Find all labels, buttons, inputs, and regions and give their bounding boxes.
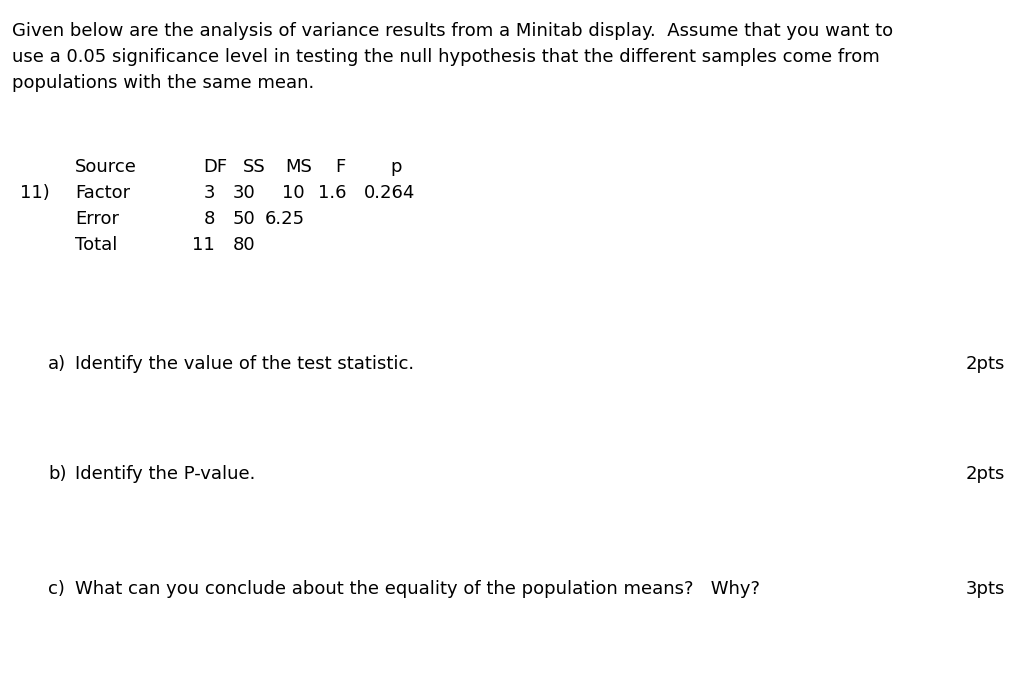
Text: 11): 11) bbox=[20, 184, 50, 202]
Text: Total: Total bbox=[75, 236, 117, 254]
Text: 6.25: 6.25 bbox=[265, 210, 305, 228]
Text: 2pts: 2pts bbox=[966, 355, 1005, 373]
Text: 50: 50 bbox=[232, 210, 254, 228]
Text: DF: DF bbox=[203, 158, 227, 176]
Text: 1.6: 1.6 bbox=[319, 184, 347, 202]
Text: What can you conclude about the equality of the population means?   Why?: What can you conclude about the equality… bbox=[75, 580, 760, 598]
Text: a): a) bbox=[48, 355, 66, 373]
Text: Given below are the analysis of variance results from a Minitab display.  Assume: Given below are the analysis of variance… bbox=[12, 22, 893, 40]
Text: 3: 3 bbox=[204, 184, 215, 202]
Text: F: F bbox=[335, 158, 345, 176]
Text: MS: MS bbox=[285, 158, 312, 176]
Text: b): b) bbox=[48, 465, 66, 483]
Text: Factor: Factor bbox=[75, 184, 130, 202]
Text: Identify the value of the test statistic.: Identify the value of the test statistic… bbox=[75, 355, 414, 373]
Text: p: p bbox=[390, 158, 401, 176]
Text: 8: 8 bbox=[204, 210, 215, 228]
Text: 2pts: 2pts bbox=[966, 465, 1005, 483]
Text: 80: 80 bbox=[232, 236, 254, 254]
Text: Identify the P-value.: Identify the P-value. bbox=[75, 465, 256, 483]
Text: use a 0.05 significance level in testing the null hypothesis that the different : use a 0.05 significance level in testing… bbox=[12, 48, 880, 66]
Text: populations with the same mean.: populations with the same mean. bbox=[12, 74, 315, 92]
Text: SS: SS bbox=[243, 158, 266, 176]
Text: 3pts: 3pts bbox=[966, 580, 1005, 598]
Text: 10: 10 bbox=[282, 184, 305, 202]
Text: Source: Source bbox=[75, 158, 136, 176]
Text: 30: 30 bbox=[232, 184, 254, 202]
Text: c): c) bbox=[48, 580, 65, 598]
Text: 0.264: 0.264 bbox=[363, 184, 415, 202]
Text: Error: Error bbox=[75, 210, 119, 228]
Text: 11: 11 bbox=[192, 236, 215, 254]
